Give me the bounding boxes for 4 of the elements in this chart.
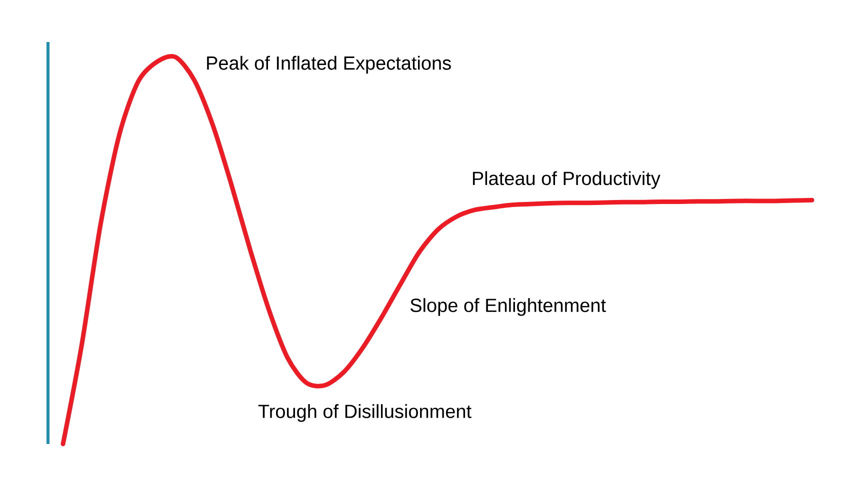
annotation: Trough of Disillusionment xyxy=(258,404,472,422)
annotation: Plateau of Productivity xyxy=(472,171,660,189)
annotation: Peak of Inflated Expectations xyxy=(207,56,451,74)
annotation: Slope of Enlightenment xyxy=(410,298,606,316)
